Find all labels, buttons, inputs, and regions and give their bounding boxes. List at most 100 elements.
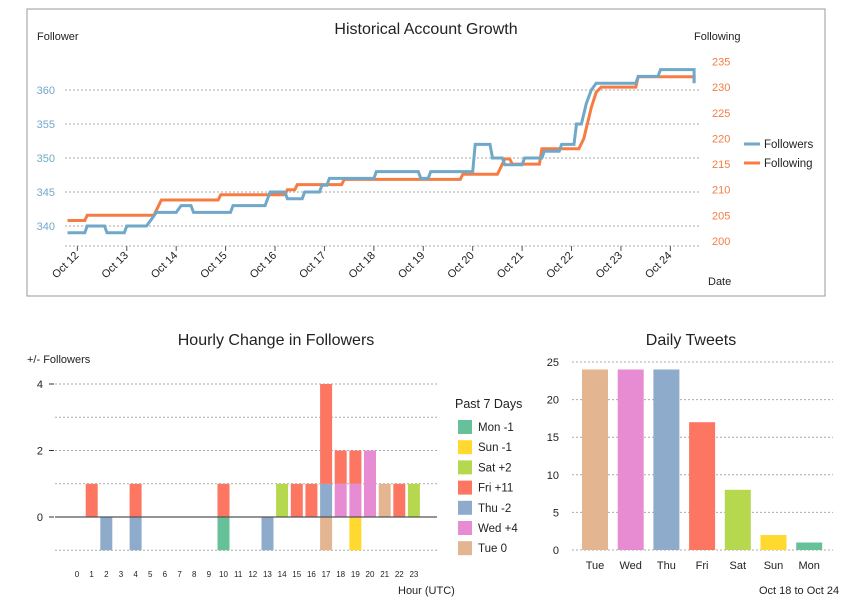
tweets-bar-mon bbox=[796, 542, 823, 550]
growth-left-tick-label: 360 bbox=[37, 85, 55, 97]
tweets-y-tick-label: 5 bbox=[553, 507, 559, 519]
growth-right-tick-label: 205 bbox=[712, 210, 730, 222]
hourly-legend-swatch bbox=[458, 440, 472, 455]
growth-right-tick-label: 200 bbox=[712, 236, 730, 248]
hourly-bar bbox=[305, 483, 318, 518]
growth-left-tick-label: 345 bbox=[37, 187, 55, 199]
hourly-x-tick-label: 6 bbox=[163, 570, 168, 579]
hourly-x-tick-label: 2 bbox=[104, 570, 109, 579]
hourly-x-tick-label: 0 bbox=[75, 570, 80, 579]
hourly-y-tick-label: 2 bbox=[37, 446, 43, 458]
hourly-x-tick-label: 3 bbox=[119, 570, 124, 579]
hourly-x-axis-label: Hour (UTC) bbox=[398, 585, 455, 597]
hourly-x-tick-label: 23 bbox=[409, 570, 418, 579]
hourly-bar bbox=[349, 450, 362, 484]
hourly-x-tick-label: 17 bbox=[322, 570, 331, 579]
growth-right-tick-label: 235 bbox=[712, 56, 730, 68]
tweets-y-tick-label: 15 bbox=[547, 432, 559, 444]
hourly-bar bbox=[129, 517, 142, 551]
hourly-legend-label: Mon -1 bbox=[478, 422, 514, 434]
growth-right-tick-label: 220 bbox=[712, 133, 730, 145]
growth-series-followers bbox=[67, 68, 696, 235]
tweets-bar-wed bbox=[617, 369, 644, 550]
hourly-x-tick-label: 8 bbox=[192, 570, 197, 579]
hourly-legend-swatch bbox=[458, 420, 472, 434]
tweets-gridlines bbox=[572, 361, 833, 551]
growth-left-axis-label: Follower bbox=[37, 31, 79, 43]
hourly-bar bbox=[349, 517, 362, 551]
tweets-y-tick-label: 20 bbox=[547, 395, 559, 407]
hourly-bar bbox=[393, 483, 406, 518]
hourly-x-tick-label: 4 bbox=[133, 570, 138, 579]
tweets-x-tick-label: Mon bbox=[798, 560, 819, 572]
hourly-bar bbox=[320, 384, 333, 484]
hourly-y-tick-label: 0 bbox=[37, 512, 43, 524]
hourly-bar bbox=[290, 483, 303, 518]
hourly-legend-label: Fri +11 bbox=[478, 483, 513, 495]
hourly-bar bbox=[129, 483, 142, 518]
hourly-x-tick-label: 13 bbox=[263, 570, 272, 579]
hourly-bars bbox=[55, 384, 437, 551]
tweets-bar-sun bbox=[760, 535, 787, 550]
hourly-legend-swatch bbox=[458, 521, 472, 535]
growth-legend: Followers Following bbox=[744, 139, 813, 170]
hourly-bar bbox=[320, 517, 333, 551]
hourly-bar bbox=[217, 483, 230, 518]
hourly-legend-swatch bbox=[458, 541, 472, 556]
hourly-x-tick-label: 14 bbox=[278, 570, 287, 579]
hourly-bar bbox=[334, 450, 347, 484]
hourly-bar bbox=[378, 483, 391, 518]
tweets-bar-thu bbox=[653, 369, 680, 550]
hourly-x-tick-label: 1 bbox=[89, 570, 94, 579]
tweets-y-tick-label: 10 bbox=[547, 470, 559, 482]
tweets-bar-sat bbox=[724, 489, 751, 550]
hourly-legend: Mon -1 Sun -1 Sat +2 Fri +11 Thu -2 Wed +4 Tue… bbox=[458, 420, 518, 556]
hourly-bar bbox=[364, 450, 376, 517]
hourly-bar bbox=[85, 483, 98, 518]
hourly-chart-title: Hourly Change in Followers bbox=[178, 332, 375, 349]
tweets-footnote: Oct 18 to Oct 24 bbox=[759, 585, 839, 597]
growth-right-tick-label: 215 bbox=[712, 159, 730, 171]
tweets-x-tick-label: Fri bbox=[696, 560, 709, 572]
tweets-bars bbox=[582, 369, 823, 550]
hourly-x-tick-label: 18 bbox=[336, 570, 345, 579]
hourly-legend-swatch bbox=[458, 500, 472, 515]
tweets-y-tick-label: 25 bbox=[547, 357, 559, 369]
growth-right-tick-label: 230 bbox=[712, 82, 730, 94]
hourly-x-tick-label: 5 bbox=[148, 570, 153, 579]
growth-left-tick-label: 355 bbox=[37, 119, 55, 131]
growth-chart-frame bbox=[26, 8, 826, 297]
growth-series-lines bbox=[67, 68, 696, 235]
growth-x-axis-label: Date bbox=[708, 276, 731, 288]
hourly-legend-label: Wed +4 bbox=[478, 523, 518, 535]
hourly-legend-label: Sat +2 bbox=[478, 462, 512, 474]
tweets-x-tick-label: Sun bbox=[764, 560, 784, 572]
hourly-x-tick-label: 12 bbox=[248, 570, 257, 579]
hourly-legend-label: Sun -1 bbox=[478, 442, 512, 454]
hourly-x-tick-label: 15 bbox=[292, 570, 301, 579]
hourly-x-tick-label: 20 bbox=[366, 570, 375, 579]
hourly-y-tick-label: 4 bbox=[37, 379, 43, 391]
tweets-bar-fri bbox=[689, 422, 716, 550]
growth-left-tick-label: 350 bbox=[37, 153, 55, 165]
hourly-legend-swatch bbox=[458, 480, 472, 495]
hourly-bar bbox=[261, 517, 274, 551]
hourly-x-tick-label: 16 bbox=[307, 570, 316, 579]
growth-right-tick-label: 210 bbox=[712, 185, 730, 197]
hourly-bar bbox=[100, 517, 113, 551]
hourly-x-tick-label: 11 bbox=[234, 570, 243, 579]
hourly-legend-swatch bbox=[458, 460, 472, 475]
hourly-x-tick-label: 19 bbox=[351, 570, 360, 579]
tweets-bar-tue bbox=[582, 369, 608, 550]
hourly-x-tick-label: 7 bbox=[177, 570, 182, 579]
tweets-x-tick-label: Wed bbox=[619, 560, 641, 572]
tweets-x-tick-label: Sat bbox=[730, 560, 747, 572]
hourly-legend-label: Tue 0 bbox=[478, 543, 507, 555]
growth-right-tick-label: 225 bbox=[712, 108, 730, 120]
growth-gridlines bbox=[65, 89, 700, 247]
growth-chart-title: Historical Account Growth bbox=[334, 21, 517, 38]
growth-series-following bbox=[67, 75, 696, 222]
tweets-tick-labels: 0 5 10 15 20 25 Tue Wed Thu Fri Sat Sun Mon bbox=[547, 357, 820, 572]
growth-right-axis-label: Following bbox=[694, 31, 740, 43]
